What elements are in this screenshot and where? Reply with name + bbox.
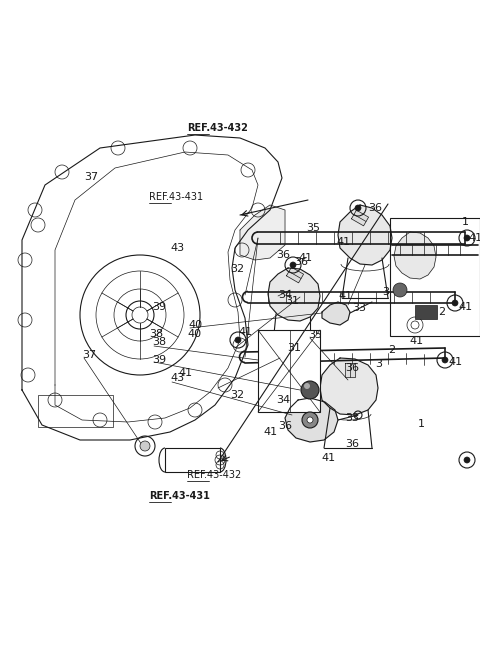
Text: 1: 1 xyxy=(462,217,469,227)
Circle shape xyxy=(140,441,150,451)
Text: REF.43-431: REF.43-431 xyxy=(149,192,203,202)
Polygon shape xyxy=(287,267,303,283)
Text: 41: 41 xyxy=(458,302,472,312)
Polygon shape xyxy=(285,398,338,442)
Text: 36: 36 xyxy=(346,439,360,449)
Text: 41: 41 xyxy=(339,291,353,301)
Circle shape xyxy=(290,262,296,268)
Bar xyxy=(390,218,480,336)
Circle shape xyxy=(235,337,241,343)
Text: 41: 41 xyxy=(336,237,350,248)
Text: REF.43-431: REF.43-431 xyxy=(149,491,210,502)
Text: 43: 43 xyxy=(170,373,184,383)
Text: 31: 31 xyxy=(286,296,300,307)
Circle shape xyxy=(393,283,407,297)
Polygon shape xyxy=(345,363,355,377)
Text: 31: 31 xyxy=(287,343,301,353)
Text: 41: 41 xyxy=(263,427,277,438)
Text: 2: 2 xyxy=(388,345,395,356)
Circle shape xyxy=(304,383,310,389)
Text: 32: 32 xyxy=(230,263,244,274)
Text: 40: 40 xyxy=(187,329,201,339)
Text: 41: 41 xyxy=(179,368,192,379)
Text: 32: 32 xyxy=(230,390,244,400)
Polygon shape xyxy=(240,205,285,260)
Text: 1: 1 xyxy=(418,419,425,430)
Bar xyxy=(165,448,220,472)
Text: 3: 3 xyxy=(382,287,389,297)
Text: 33: 33 xyxy=(352,303,366,313)
Text: 35: 35 xyxy=(308,330,322,340)
Text: 33: 33 xyxy=(346,413,360,423)
Text: 37: 37 xyxy=(82,350,96,360)
Bar xyxy=(258,330,320,412)
Text: 41: 41 xyxy=(298,253,312,263)
Text: 2: 2 xyxy=(438,307,445,317)
Polygon shape xyxy=(351,210,369,226)
Circle shape xyxy=(302,412,318,428)
Bar xyxy=(415,305,437,319)
Circle shape xyxy=(442,357,448,363)
Text: 37: 37 xyxy=(84,172,98,182)
Circle shape xyxy=(301,381,319,399)
Text: 43: 43 xyxy=(170,242,184,253)
Polygon shape xyxy=(22,135,282,440)
Circle shape xyxy=(355,205,361,211)
Text: 36: 36 xyxy=(294,257,308,267)
Polygon shape xyxy=(394,232,436,279)
Polygon shape xyxy=(320,358,378,415)
Text: 34: 34 xyxy=(276,394,290,405)
Text: 35: 35 xyxy=(306,223,320,233)
Circle shape xyxy=(464,235,470,241)
Text: 34: 34 xyxy=(278,290,292,300)
Text: 38: 38 xyxy=(152,337,166,347)
Text: 39: 39 xyxy=(153,301,167,312)
Circle shape xyxy=(464,457,470,463)
Text: REF.43-432: REF.43-432 xyxy=(187,122,248,133)
Text: 36: 36 xyxy=(278,421,292,431)
Text: 36: 36 xyxy=(276,250,290,261)
Polygon shape xyxy=(268,268,320,321)
Text: 38: 38 xyxy=(149,329,163,339)
Text: 3: 3 xyxy=(375,358,383,369)
Circle shape xyxy=(452,300,458,306)
Text: 39: 39 xyxy=(152,355,166,365)
Bar xyxy=(38,395,113,427)
Text: 41: 41 xyxy=(238,327,252,337)
Polygon shape xyxy=(322,302,350,325)
Text: REF.43-432: REF.43-432 xyxy=(187,470,241,480)
Text: 41: 41 xyxy=(448,357,462,367)
Text: 36: 36 xyxy=(345,363,359,373)
Text: 41: 41 xyxy=(409,335,423,346)
Text: 36: 36 xyxy=(368,203,382,213)
Polygon shape xyxy=(338,205,392,265)
Text: 41: 41 xyxy=(468,233,480,243)
Text: 41: 41 xyxy=(322,453,336,464)
Text: 40: 40 xyxy=(188,320,202,330)
Circle shape xyxy=(307,417,313,423)
